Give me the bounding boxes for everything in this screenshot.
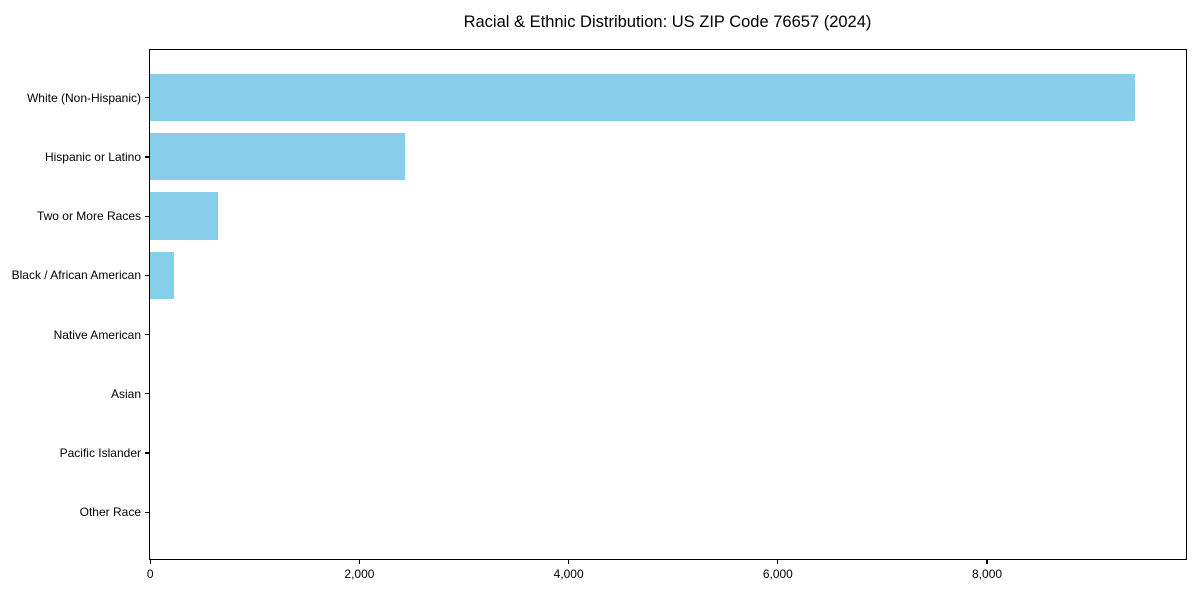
x-tick-mark [149, 560, 151, 564]
x-tick-mark [777, 560, 779, 564]
y-tick-mark [145, 215, 149, 217]
x-axis-tick-label: 2,000 [344, 567, 375, 581]
y-tick-mark [145, 452, 149, 454]
bar-white-non-hispanic [150, 73, 1136, 122]
x-tick-mark [358, 560, 360, 564]
x-tick-mark [568, 560, 570, 564]
y-tick-mark [145, 334, 149, 336]
y-tick-mark [145, 274, 149, 276]
x-tick-mark [986, 560, 988, 564]
y-tick-mark [145, 511, 149, 513]
y-axis-label: White (Non-Hispanic) [26, 90, 141, 105]
y-tick-mark [145, 393, 149, 395]
x-axis-tick-label: 0 [146, 567, 154, 581]
y-tick-mark [145, 156, 149, 158]
bar-hispanic-or-latino [150, 133, 406, 181]
plot-area [149, 49, 1187, 560]
y-axis-label: Pacific Islander [59, 446, 141, 460]
y-axis-label: Black / African American [11, 268, 141, 283]
y-axis-label: Other Race [79, 505, 141, 520]
y-axis-label: Two or More Races [36, 209, 141, 224]
bar-black-african-american [150, 251, 175, 299]
y-axis-label: Hispanic or Latino [44, 150, 141, 164]
chart-title: Racial & Ethnic Distribution: US ZIP Cod… [463, 13, 872, 31]
bar-two-or-more-races [150, 192, 218, 240]
y-tick-mark [145, 97, 149, 99]
y-axis-label: Native American [53, 327, 141, 342]
x-axis-tick-label: 4,000 [553, 567, 584, 581]
x-axis-tick-label: 6,000 [762, 567, 793, 581]
y-axis-label: Asian [110, 386, 141, 401]
x-axis-tick-label: 8,000 [972, 567, 1003, 581]
